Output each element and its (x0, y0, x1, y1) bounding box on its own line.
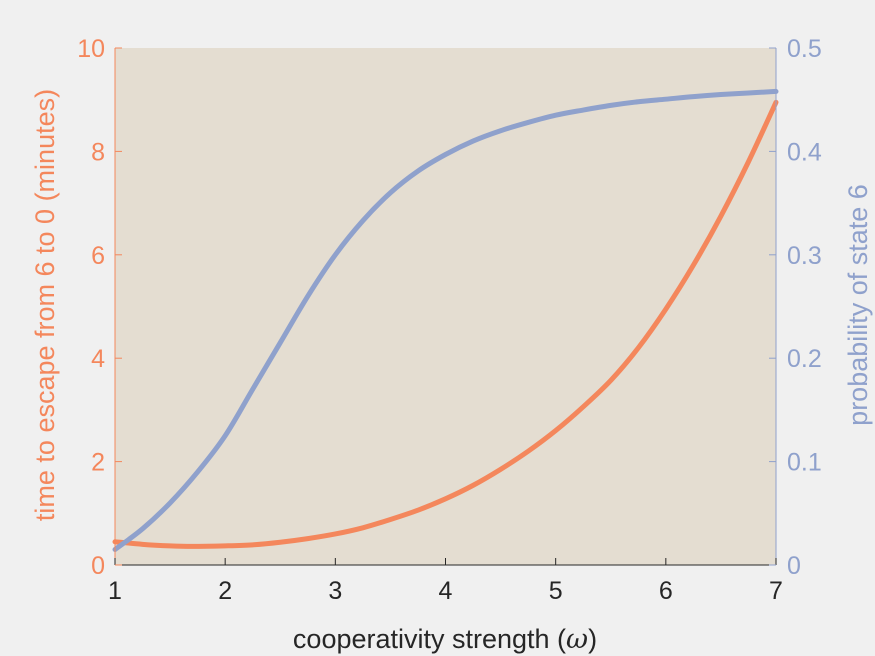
x-axis-title-close: ) (588, 624, 597, 654)
right-y-tick-label: 0.1 (787, 449, 822, 477)
left-y-tick-label: 4 (91, 345, 105, 373)
left-y-tick-label: 8 (91, 138, 105, 166)
state6-probability-line (112, 88, 779, 552)
omega-symbol: ω (566, 624, 588, 655)
left-y-tick-label: 0 (91, 552, 105, 580)
x-tick-label: 6 (659, 577, 673, 605)
x-tick-label: 5 (549, 577, 563, 605)
x-tick-label: 4 (439, 577, 453, 605)
x-tick-label: 3 (328, 577, 342, 605)
x-axis-title-text: cooperativity strength ( (293, 624, 566, 654)
right-y-axis-title: probability of state 6 (843, 184, 873, 426)
x-tick-label: 1 (108, 577, 122, 605)
plot-area (115, 48, 776, 565)
right-y-tick-label: 0.2 (787, 345, 822, 373)
right-y-tick-label: 0.4 (787, 138, 822, 166)
left-y-tick-label: 10 (77, 35, 105, 63)
left-y-axis-title: time to escape from 6 to 0 (minutes) (30, 89, 60, 521)
x-axis-title: cooperativity strength (ω) (293, 624, 597, 655)
right-y-tick-label: 0.5 (787, 35, 822, 63)
right-y-tick-label: 0.3 (787, 242, 822, 270)
left-y-tick-label: 2 (91, 449, 105, 477)
x-tick-label: 2 (218, 577, 232, 605)
right-y-tick-label: 0 (787, 552, 801, 580)
series-layer (112, 88, 779, 552)
x-tick-label: 7 (769, 577, 783, 605)
escape-time-line (112, 99, 779, 549)
left-y-tick-label: 6 (91, 242, 105, 270)
